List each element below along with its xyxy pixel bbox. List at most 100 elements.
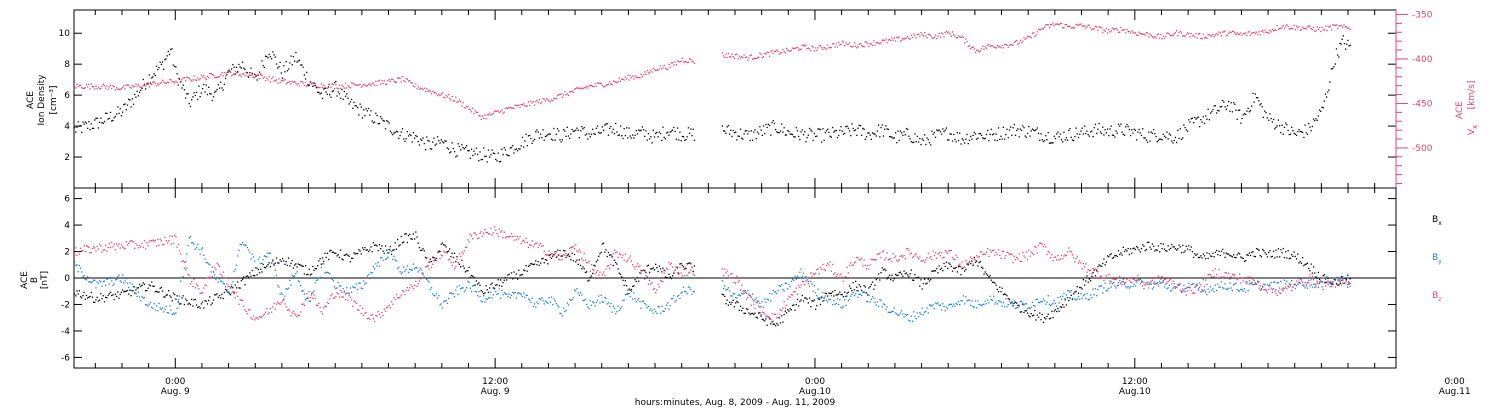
density-point (667, 131, 669, 133)
density-point (916, 135, 919, 137)
vx-point (1106, 32, 1109, 34)
by-point (468, 281, 470, 284)
by-point (388, 251, 390, 254)
by-point (572, 296, 574, 299)
vx-point (601, 84, 604, 87)
density-point (1268, 119, 1270, 121)
bx-point (984, 271, 986, 273)
density-point (297, 60, 299, 62)
by-point (126, 282, 129, 284)
density-point (1197, 116, 1200, 118)
vx-point (1247, 31, 1249, 33)
bx-point (538, 264, 541, 266)
bx-point (254, 275, 256, 277)
density-point (228, 69, 230, 71)
by-point (609, 305, 611, 307)
density-point (203, 83, 205, 86)
density-point (1346, 43, 1348, 45)
bx-point (492, 287, 494, 289)
by-point (158, 302, 160, 305)
by-point (533, 303, 536, 305)
vx-point (945, 30, 948, 32)
vx-point (1328, 26, 1330, 29)
density-point (107, 118, 109, 120)
vx-point (667, 68, 669, 71)
vx-point (446, 96, 448, 98)
bx-point (215, 294, 217, 296)
by-point (638, 298, 640, 300)
bx-point (1040, 319, 1042, 321)
bz-point (212, 270, 215, 273)
bx-point (667, 277, 669, 279)
density-point (1178, 137, 1180, 140)
bz-point (667, 268, 669, 271)
density-point (877, 124, 880, 126)
bx-point (859, 285, 862, 288)
density-point (742, 138, 744, 140)
by-point (863, 291, 865, 293)
by-point (88, 281, 90, 283)
density-point (423, 142, 425, 145)
bz-point (278, 302, 280, 304)
bx-point (804, 297, 806, 299)
vx-point (876, 42, 879, 44)
bx-point (409, 233, 411, 235)
by-point (1346, 283, 1349, 286)
by-point (1252, 283, 1254, 286)
density-point (744, 130, 746, 132)
bx-point (880, 272, 882, 274)
density-point (410, 134, 412, 137)
bx-point (939, 268, 942, 270)
density-point (570, 133, 572, 135)
by-point (768, 292, 771, 295)
by-point (1238, 290, 1241, 292)
bz-point (180, 253, 182, 255)
density-point (211, 99, 213, 102)
bz-point (788, 295, 790, 298)
bx-point (184, 298, 187, 300)
density-point (404, 140, 406, 143)
by-point (806, 279, 808, 281)
bz-point (516, 236, 519, 238)
vx-point (347, 84, 349, 87)
density-point (547, 134, 549, 136)
bx-point (406, 241, 408, 244)
by-point (101, 285, 103, 287)
bx-point (1235, 257, 1237, 259)
density-point (1145, 139, 1148, 141)
density-point (628, 127, 630, 129)
density-point (1340, 43, 1342, 45)
bx-point (851, 290, 853, 292)
density-point (319, 93, 321, 95)
vx-point (664, 67, 667, 69)
bx-point (1154, 250, 1156, 252)
density-point (976, 138, 978, 140)
bx-point (489, 287, 491, 289)
bz-point (486, 231, 488, 234)
by-point (502, 294, 504, 296)
density-point (199, 95, 201, 98)
vx-point (619, 80, 622, 83)
vx-point (669, 66, 671, 68)
density-point (535, 131, 537, 133)
density-point (957, 139, 960, 142)
density-point (943, 130, 945, 133)
bx-point (1203, 255, 1206, 257)
by-point (1163, 286, 1166, 288)
vx-point (1342, 26, 1344, 28)
bz-point (490, 227, 492, 230)
bx-point (1180, 251, 1183, 254)
by-point (1119, 280, 1121, 282)
vx-point (394, 81, 396, 83)
by-point (785, 282, 788, 284)
bx-point (1318, 278, 1321, 281)
density-point (581, 126, 583, 128)
by-point (286, 288, 289, 290)
bx-point (247, 276, 250, 278)
vx-point (1059, 23, 1061, 25)
bx-point (605, 249, 607, 251)
density-point (860, 134, 863, 137)
density-point (1037, 132, 1040, 135)
bx-point (1214, 251, 1217, 254)
by-point (207, 263, 210, 265)
